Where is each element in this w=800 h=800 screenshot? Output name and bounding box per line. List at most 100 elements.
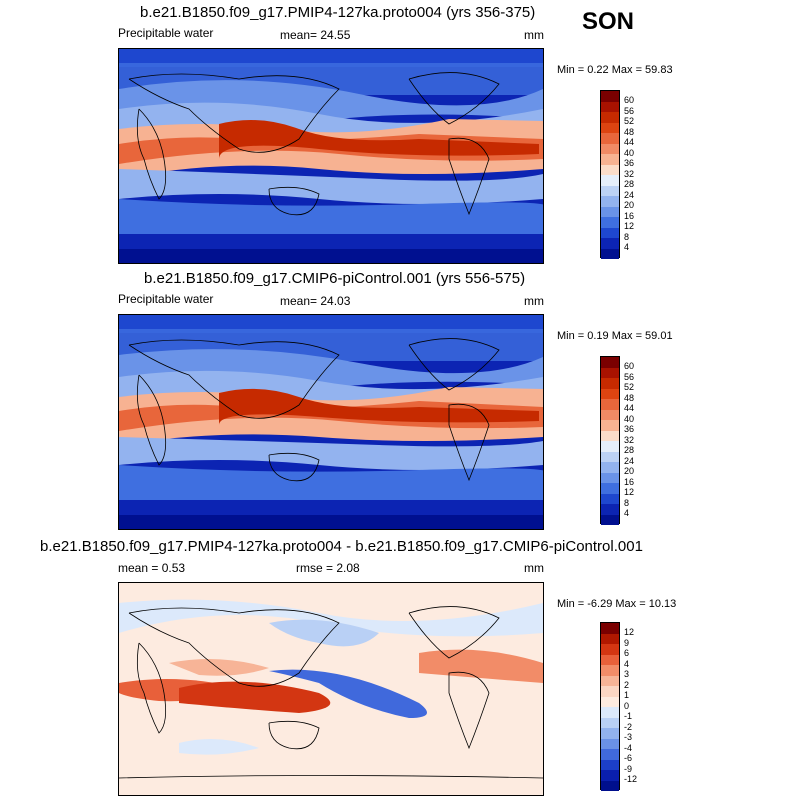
colorbar-tick-label: 3 bbox=[624, 669, 630, 679]
panel-3-map bbox=[118, 582, 544, 796]
colorbar-swatch bbox=[601, 770, 619, 781]
colorbar-tick-label: 8 bbox=[624, 497, 630, 508]
colorbar-swatch bbox=[601, 472, 619, 483]
colorbar-swatch bbox=[601, 112, 619, 123]
panel-1-units-label: mm bbox=[524, 28, 544, 42]
panel-1-mean-label: mean= 24.55 bbox=[280, 28, 351, 42]
colorbar-swatch bbox=[601, 143, 619, 154]
colorbar-swatch bbox=[601, 409, 619, 420]
colorbar-swatch bbox=[601, 196, 619, 207]
panel-2-title: b.e21.B1850.f09_g17.CMIP6-piControl.001 … bbox=[144, 270, 526, 287]
colorbar-swatch bbox=[601, 91, 619, 102]
colorbar-swatch bbox=[601, 430, 619, 441]
colorbar-tick-label: 8 bbox=[624, 231, 630, 242]
panel-3-minmax: Min = -6.29 Max = 10.13 bbox=[557, 598, 677, 610]
colorbar-tick-label: 24 bbox=[624, 189, 635, 200]
colorbar-swatch bbox=[601, 367, 619, 378]
colorbar-swatch bbox=[601, 357, 619, 368]
colorbar-swatch bbox=[601, 227, 619, 238]
panel-2-units-label: mm bbox=[524, 294, 544, 308]
colorbar-tick-label: 48 bbox=[624, 392, 635, 403]
colorbar-tick-label: 0 bbox=[624, 700, 630, 711]
colorbar-tick-label: 1 bbox=[624, 690, 630, 700]
colorbar-swatch bbox=[601, 441, 619, 452]
colorbar-tick-label: 4 bbox=[624, 658, 630, 669]
colorbar-swatch bbox=[601, 451, 619, 462]
panel-3-field bbox=[119, 583, 543, 795]
colorbar-tick-label: -4 bbox=[624, 742, 633, 753]
panel-1-map bbox=[118, 48, 544, 264]
colorbar-tick-label: -3 bbox=[624, 732, 633, 742]
colorbar-tick-label: 44 bbox=[624, 137, 635, 147]
panel-2-variable-label: Precipitable water bbox=[118, 292, 214, 306]
colorbar-swatch bbox=[601, 707, 619, 718]
panel-3-rmse-label: rmse = 2.08 bbox=[296, 561, 360, 575]
colorbar-tick-label: 4 bbox=[624, 508, 630, 518]
colorbar-swatch bbox=[601, 493, 619, 504]
colorbar-tick-label: -12 bbox=[624, 774, 638, 784]
colorbar-swatch bbox=[601, 154, 619, 165]
panel-1-colorbar-swatches bbox=[600, 90, 620, 259]
colorbar-swatch bbox=[601, 717, 619, 728]
colorbar-tick-label: 40 bbox=[624, 147, 635, 158]
panel-3-units-label: mm bbox=[524, 561, 544, 575]
colorbar-swatch bbox=[601, 101, 619, 112]
colorbar-tick-label: 12 bbox=[624, 627, 635, 637]
colorbar-swatch bbox=[601, 206, 619, 217]
colorbar-swatch bbox=[601, 759, 619, 770]
colorbar-swatch bbox=[601, 164, 619, 175]
colorbar-tick-label: -9 bbox=[624, 763, 633, 774]
colorbar-swatch bbox=[601, 420, 619, 431]
colorbar-swatch bbox=[601, 133, 619, 144]
colorbar-tick-label: 4 bbox=[624, 242, 630, 252]
colorbar-swatch bbox=[601, 504, 619, 515]
panel-2-colorbar-swatches bbox=[600, 356, 620, 525]
colorbar-tick-label: 28 bbox=[624, 445, 635, 455]
colorbar-tick-label: 36 bbox=[624, 424, 635, 434]
colorbar-tick-label: 20 bbox=[624, 200, 635, 210]
panel-1-colorbar: 60 56 52 48 44 40 36 32 28 24 20 16 12 8 4 bbox=[600, 90, 660, 259]
colorbar-tick-label: 6 bbox=[624, 648, 630, 658]
panel-2-field bbox=[119, 315, 543, 529]
colorbar-tick-label: 56 bbox=[624, 371, 635, 382]
colorbar-tick-label: -1 bbox=[624, 711, 633, 721]
colorbar-swatch bbox=[601, 696, 619, 707]
panel-3-mean-label: mean = 0.53 bbox=[118, 561, 186, 575]
colorbar-swatch bbox=[601, 399, 619, 410]
panel-1-minmax: Min = 0.22 Max = 59.83 bbox=[557, 64, 673, 76]
colorbar-tick-label: 40 bbox=[624, 413, 635, 424]
panel-3-colorbar-swatches bbox=[600, 622, 620, 791]
colorbar-tick-label: 2 bbox=[624, 679, 630, 690]
panel-1-field bbox=[119, 49, 543, 263]
colorbar-swatch bbox=[601, 738, 619, 749]
panel-1-title: b.e21.B1850.f09_g17.PMIP4-127ka.proto004… bbox=[140, 4, 536, 21]
colorbar-swatch bbox=[601, 462, 619, 473]
colorbar-tick-label: 48 bbox=[624, 126, 635, 137]
colorbar-swatch bbox=[601, 780, 619, 791]
colorbar-swatch bbox=[601, 122, 619, 133]
colorbar-tick-label: 20 bbox=[624, 466, 635, 476]
colorbar-swatch bbox=[601, 654, 619, 665]
colorbar-swatch bbox=[601, 675, 619, 686]
colorbar-tick-label: 32 bbox=[624, 168, 635, 179]
panel-2-minmax: Min = 0.19 Max = 59.01 bbox=[557, 330, 673, 342]
colorbar-swatch bbox=[601, 248, 619, 259]
panel-3-colorbar: 12 9 6 4 3 2 1 0 -1 -2 -3 -4 -6 -9 -12 bbox=[600, 622, 660, 791]
colorbar-tick-label: -6 bbox=[624, 753, 633, 763]
colorbar-swatch bbox=[601, 633, 619, 644]
colorbar-tick-label: 60 bbox=[624, 361, 635, 371]
colorbar-tick-label: -2 bbox=[624, 721, 633, 732]
panel-3-title: b.e21.B1850.f09_g17.PMIP4-127ka.proto004… bbox=[40, 538, 643, 555]
colorbar-swatch bbox=[601, 686, 619, 697]
panel-1-variable-label: Precipitable water bbox=[118, 26, 214, 40]
colorbar-swatch bbox=[601, 644, 619, 655]
colorbar-swatch bbox=[601, 514, 619, 525]
colorbar-swatch bbox=[601, 378, 619, 389]
colorbar-swatch bbox=[601, 728, 619, 739]
colorbar-tick-label: 52 bbox=[624, 116, 635, 126]
colorbar-tick-label: 36 bbox=[624, 158, 635, 168]
colorbar-tick-label: 9 bbox=[624, 637, 630, 648]
colorbar-tick-label: 16 bbox=[624, 210, 635, 221]
colorbar-swatch bbox=[601, 665, 619, 676]
colorbar-tick-label: 28 bbox=[624, 179, 635, 189]
